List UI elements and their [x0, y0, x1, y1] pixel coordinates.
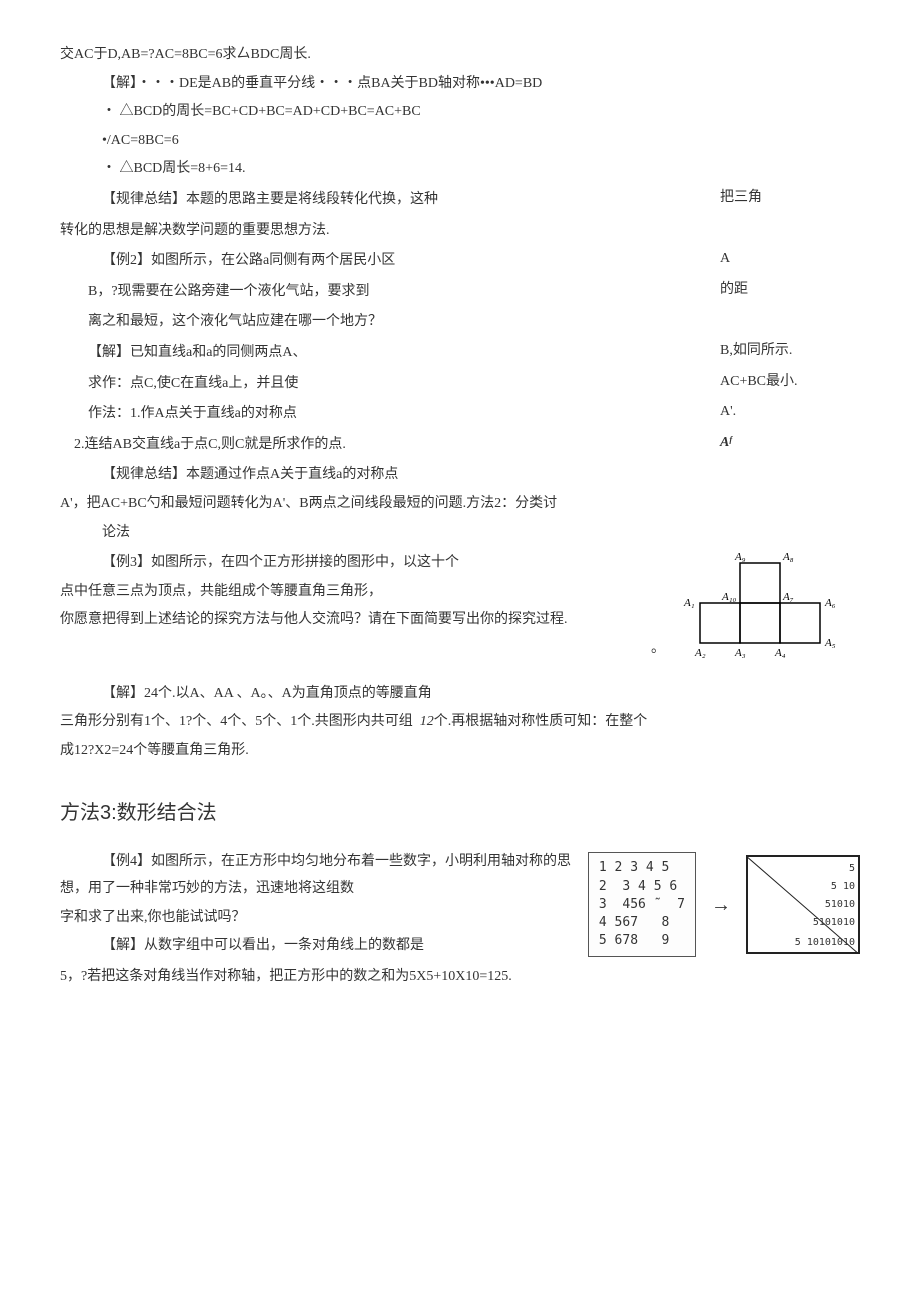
- line-14-right: Aᶠ: [710, 430, 860, 461]
- line-17: 【例3】如图所示，在四个正方形拼接的图形中，以这十个: [60, 550, 665, 577]
- line-23: 成12?X2=24个等腰直角三角形.: [60, 738, 860, 765]
- line-10: 离之和最短，这个液化气站应建在哪一个地方？: [60, 309, 860, 336]
- line-20: 。: [60, 636, 665, 663]
- line-9: B，?现需要在公路旁建一个液化气站，要求到: [60, 279, 710, 306]
- line-9-right: 的距: [710, 277, 860, 308]
- diagonal-box: 5 5 10 51010 5101010 5 10101010: [746, 855, 860, 954]
- line-24: 【例4】如图所示，在正方形中均匀地分布着一些数字，小明利用轴对称的思想，用了一种…: [60, 849, 573, 902]
- line-26: 【解】从数字组中可以看出，一条对角线上的数都是: [60, 933, 573, 960]
- label-a1: A₁: [683, 597, 695, 609]
- line-12: 求作：点C,使C在直线a上，并且使: [60, 371, 710, 398]
- line-13: 作法：1.作A点关于直线a的对称点: [60, 401, 710, 428]
- label-a9: A₉: [734, 551, 746, 563]
- line-3: ・ △BCD的周长=BC+CD+BC=AD+CD+BC=AC+BC: [60, 99, 860, 126]
- line-18: 点中任意三点为顶点，共能组成个等腰直角三角形，: [60, 579, 665, 606]
- line-6-right: 把三角: [710, 185, 860, 216]
- number-grid: 1 2 3 4 5 2 3 4 5 6 3 456 ˜ 7 4 567 8 5 …: [588, 852, 696, 957]
- line-16b: 论法: [60, 520, 860, 547]
- line-27: 5，?若把这条对角线当作对称轴，把正方形中的数之和为5X5+10X10=125.: [60, 964, 860, 991]
- line-14: 2.连结AB交直线a于点C,则C就是所求作的点.: [60, 432, 710, 459]
- label-a5: A₅: [824, 637, 836, 649]
- label-a2: A₂: [694, 647, 706, 659]
- line-11: 【解】已知直线a和a的同侧两点A、: [60, 340, 710, 367]
- label-a7: A₇: [782, 591, 794, 603]
- line-1: 交AC于D,AB=?AC=8BC=6求厶BDC周长.: [60, 42, 860, 69]
- line-11-right: B,如同所示.: [710, 338, 860, 369]
- line-15: 【规律总结】本题通过作点A关于直线a的对称点: [60, 462, 860, 489]
- arrow-icon: →: [711, 886, 731, 924]
- line-8: 【例2】如图所示，在公路a同侧有两个居民小区: [60, 248, 710, 275]
- line-2: 【解】・・・DE是AB的垂直平分线・・・点BA关于BD轴对称•••AD=BD: [60, 71, 860, 98]
- line-25: 字和求了出来,你也能试试吗？: [60, 905, 573, 932]
- line-21: 【解】24个.以A、AA 、A。、A为直角顶点的等腰直角: [60, 681, 860, 708]
- line-7: 转化的思想是解决数学问题的重要思想方法.: [60, 218, 860, 245]
- line-8-right: A: [710, 246, 860, 277]
- method-heading: 方法3:数形结合法: [60, 794, 860, 832]
- line-16a: A'，把AC+BC勺和最短问题转化为A'、B两点之间线段最短的问题.方法2：分类…: [60, 491, 860, 518]
- squares-diagram: A₉ A₈ A₁ A₁₀ A₇ A₆ A₂ A₃ A₄ A₅: [680, 548, 860, 679]
- line-5: ・ △BCD周长=8+6=14.: [60, 156, 860, 183]
- number-figure: 1 2 3 4 5 2 3 4 5 6 3 456 ˜ 7 4 567 8 5 …: [588, 852, 860, 957]
- label-a4: A₄: [774, 647, 786, 659]
- line-19: 你愿意把得到上述结论的探究方法与他人交流吗？请在下面简要写出你的探究过程.: [60, 607, 665, 634]
- label-a8: A₈: [782, 551, 794, 563]
- label-a3: A₃: [734, 647, 746, 659]
- label-a10: A₁₀: [721, 591, 737, 603]
- line-13-right: A'.: [710, 399, 860, 430]
- line-22: 三角形分别有1个、1?个、4个、5个、1个.共图形内共可组 12个.再根据轴对称…: [60, 709, 860, 736]
- line-4: •/AC=8BC=6: [60, 128, 860, 155]
- line-12-right: AC+BC最小.: [710, 369, 860, 400]
- line-6: 【规律总结】本题的思路主要是将线段转化代换，这种: [60, 187, 710, 214]
- label-a6: A₆: [824, 597, 836, 609]
